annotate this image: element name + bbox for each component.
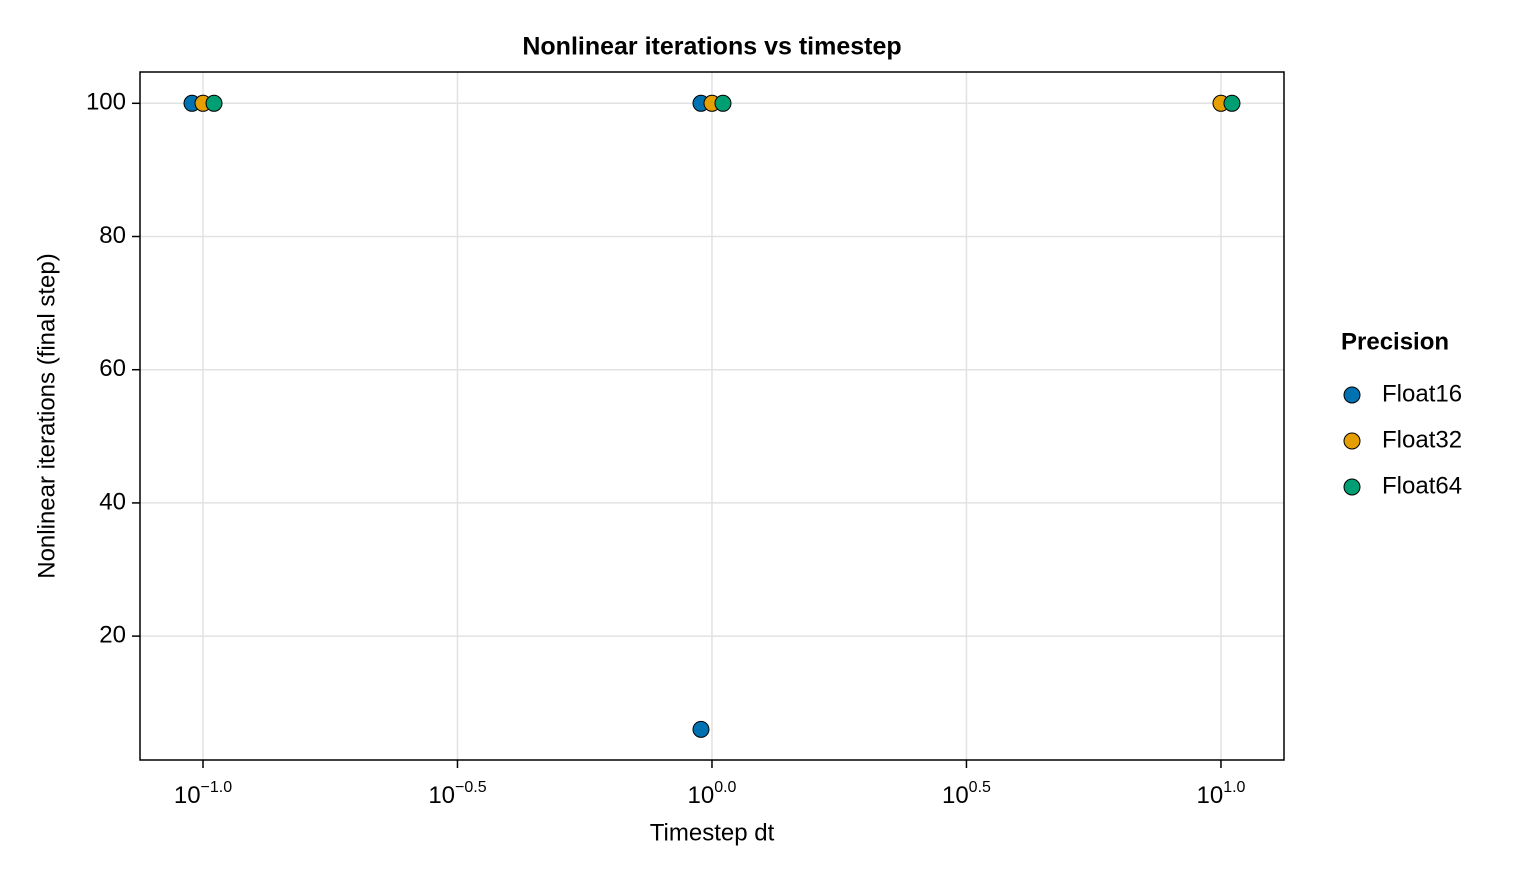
legend-marker [1343, 478, 1361, 496]
legend-label: Float16 [1382, 380, 1462, 407]
x-tick-label: 10−0.5 [428, 779, 486, 809]
y-tick-label: 60 [99, 355, 126, 382]
y-tick-label: 80 [99, 222, 126, 249]
y-tick-label: 100 [86, 89, 126, 116]
legend-marker [1343, 386, 1361, 404]
x-tick-label: 100.0 [688, 779, 737, 809]
plot-frame [139, 71, 1285, 761]
legend-title: Precision [1341, 328, 1449, 355]
x-tick-label: 101.0 [1196, 779, 1245, 809]
x-tick-label: 100.5 [942, 779, 991, 809]
legend-label: Float64 [1382, 472, 1462, 499]
chart-title: Nonlinear iterations vs timestep [522, 33, 901, 61]
point [714, 94, 732, 112]
y-tick-label: 20 [99, 621, 126, 648]
x-axis-label: Timestep dt [650, 819, 775, 846]
legend-marker [1343, 432, 1361, 450]
point [1223, 94, 1241, 112]
legend-label: Float32 [1382, 426, 1462, 453]
x-tick-label: 10−1.0 [174, 779, 232, 809]
y-axis-label: Nonlinear iterations (final step) [33, 253, 60, 579]
y-tick-label: 40 [99, 488, 126, 515]
point [205, 94, 223, 112]
point [692, 720, 710, 738]
